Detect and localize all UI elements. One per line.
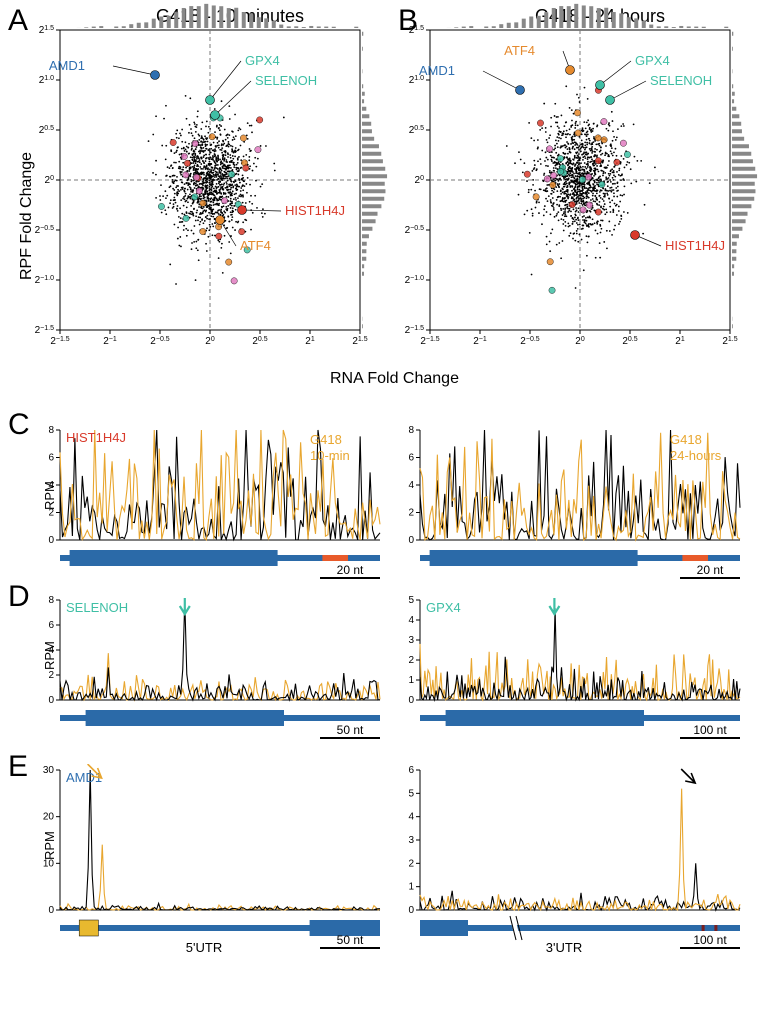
svg-text:30: 30 (43, 765, 55, 776)
svg-text:20: 20 (205, 336, 215, 348)
svg-text:2−1.5: 2−1.5 (35, 325, 54, 337)
svg-text:2−0.5: 2−0.5 (520, 336, 539, 348)
panel-letter-e: E (8, 750, 28, 784)
svg-text:20: 20 (575, 336, 585, 348)
svg-text:2−1.0: 2−1.0 (405, 275, 424, 287)
svg-text:8: 8 (408, 425, 414, 436)
trace-d-right: 0 1 2 3 4 5 GPX4 100 nt (390, 594, 746, 746)
svg-text:ATF4: ATF4 (504, 43, 535, 58)
svg-text:HIST1H4J: HIST1H4J (285, 203, 345, 218)
svg-text:1: 1 (408, 882, 414, 893)
svg-text:0: 0 (48, 905, 54, 916)
svg-text:2−0.5: 2−0.5 (35, 225, 54, 237)
svg-text:HIST1H4J: HIST1H4J (665, 238, 725, 253)
svg-text:2: 2 (408, 858, 414, 869)
svg-text:2−1.5: 2−1.5 (50, 336, 69, 348)
svg-text:0: 0 (408, 695, 414, 706)
svg-text:5'UTR: 5'UTR (186, 940, 222, 955)
svg-text:50 nt: 50 nt (337, 723, 364, 737)
svg-text:SELENOH: SELENOH (255, 73, 317, 88)
svg-text:G418: G418 (670, 432, 702, 447)
trace-e-left: 0102030AMD15'UTR50 nt (30, 764, 386, 956)
scatter-b: 2−1.52−1.5 2−1 2−1.0 2−0.5 2−0.5 20 20 20.5 20.5… (388, 0, 778, 362)
svg-text:20.5: 20.5 (39, 125, 54, 137)
scatter-xlabel: RNA Fold Change (330, 370, 459, 388)
svg-text:0: 0 (48, 535, 54, 546)
svg-text:2−1.5: 2−1.5 (420, 336, 439, 348)
svg-text:0: 0 (408, 905, 414, 916)
panel-letter-d: D (8, 580, 30, 614)
svg-text:6: 6 (408, 453, 414, 464)
svg-text:24-hours: 24-hours (670, 448, 722, 463)
svg-text:3'UTR: 3'UTR (546, 940, 582, 955)
svg-text:AMD1: AMD1 (49, 58, 85, 73)
svg-text:GPX4: GPX4 (245, 53, 280, 68)
svg-text:2: 2 (408, 655, 414, 666)
svg-text:8: 8 (48, 425, 54, 436)
svg-text:21.0: 21.0 (39, 75, 54, 87)
svg-text:HIST1H4J: HIST1H4J (66, 430, 126, 445)
svg-text:100 nt: 100 nt (693, 723, 727, 737)
svg-text:21.5: 21.5 (409, 25, 424, 37)
svg-text:G418: G418 (310, 432, 342, 447)
svg-text:GPX4: GPX4 (635, 53, 670, 68)
trace-e-right: 0 1 2 3 4 5 6 3'UTR 100 nt (390, 764, 746, 956)
svg-text:ATF4: ATF4 (240, 238, 271, 253)
svg-text:0: 0 (48, 695, 54, 706)
svg-text:2−1.0: 2−1.0 (35, 275, 54, 287)
svg-text:20.5: 20.5 (252, 336, 267, 348)
trace-d-left: 0 2 4 6 8 SELENOH 50 nt (30, 594, 386, 746)
svg-text:2−0.5: 2−0.5 (405, 225, 424, 237)
svg-text:4: 4 (408, 480, 414, 491)
svg-text:21.5: 21.5 (39, 25, 54, 37)
svg-text:21.5: 21.5 (352, 336, 367, 348)
svg-text:21.5: 21.5 (722, 336, 737, 348)
svg-text:6: 6 (48, 620, 54, 631)
svg-text:20 nt: 20 nt (337, 563, 364, 577)
svg-text:5: 5 (408, 595, 414, 606)
svg-text:5: 5 (408, 788, 414, 799)
svg-text:20 nt: 20 nt (697, 563, 724, 577)
svg-text:2−1: 2−1 (473, 336, 487, 348)
svg-text:20: 20 (45, 175, 55, 187)
svg-text:20.5: 20.5 (622, 336, 637, 348)
svg-text:6: 6 (408, 765, 414, 776)
svg-text:SELENOH: SELENOH (66, 600, 128, 615)
svg-text:3: 3 (408, 635, 414, 646)
svg-text:8: 8 (48, 595, 54, 606)
svg-text:2: 2 (48, 670, 54, 681)
svg-text:0: 0 (408, 535, 414, 546)
svg-text:20: 20 (43, 812, 55, 823)
trace-c-right: 0 2 4 6 8 G41824-hours 20 nt (390, 424, 746, 586)
svg-text:4: 4 (48, 645, 54, 656)
svg-text:10-min: 10-min (310, 448, 350, 463)
svg-text:50 nt: 50 nt (337, 933, 364, 947)
svg-text:20.5: 20.5 (409, 125, 424, 137)
svg-text:10: 10 (43, 858, 55, 869)
svg-text:3: 3 (408, 835, 414, 846)
trace-c-left: 0 2 4 6 8 HIST1H4J G41810-min 20 nt (30, 424, 386, 586)
svg-text:21: 21 (675, 336, 685, 348)
svg-text:SELENOH: SELENOH (650, 73, 712, 88)
svg-text:4: 4 (408, 812, 414, 823)
svg-text:20: 20 (415, 175, 425, 187)
panel-letter-c: C (8, 408, 30, 442)
svg-text:1: 1 (408, 675, 414, 686)
figure-root: A B C D E G418 - 10 minutes G418 - 24 ho… (0, 0, 780, 1030)
svg-text:4: 4 (408, 615, 414, 626)
svg-text:GPX4: GPX4 (426, 600, 461, 615)
svg-text:AMD1: AMD1 (419, 63, 455, 78)
svg-text:6: 6 (48, 453, 54, 464)
svg-text:100 nt: 100 nt (693, 933, 727, 947)
svg-text:2−1: 2−1 (103, 336, 117, 348)
scatter-a: 2−1.52−1.5 2−1 2−1.0 2−0.5 2−0.5 20 20 20.5 20.5… (18, 0, 408, 362)
svg-text:4: 4 (48, 480, 54, 491)
svg-text:2: 2 (48, 508, 54, 519)
svg-text:2−0.5: 2−0.5 (150, 336, 169, 348)
svg-text:2−1.5: 2−1.5 (405, 325, 424, 337)
svg-text:21: 21 (305, 336, 315, 348)
svg-text:2: 2 (408, 508, 414, 519)
